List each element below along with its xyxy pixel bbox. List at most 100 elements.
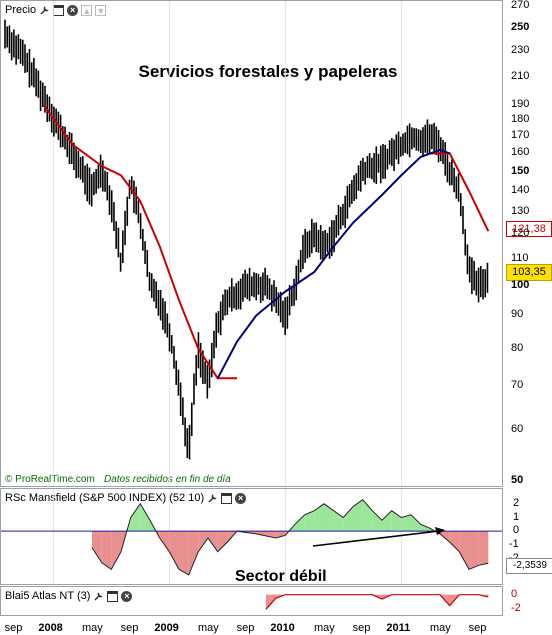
rsc-area-segment: [237, 531, 257, 534]
price-tick-label: 170: [511, 129, 530, 142]
rsc-area-segment: [304, 510, 315, 532]
atlas-tick-label: 0: [511, 587, 518, 600]
rsc-area-segment: [285, 531, 289, 536]
rsc-area-segment: [101, 531, 112, 570]
x-tick-label: may: [198, 622, 219, 634]
rsc-area-segment: [420, 524, 431, 532]
rsc-tick-label: -2: [509, 552, 519, 564]
rsc-area-segment: [208, 531, 218, 552]
price-tick-label: 120: [511, 227, 530, 240]
price-tick-label: 250: [511, 20, 530, 33]
rsc-area-segment: [459, 531, 469, 570]
wrench-icon[interactable]: [39, 5, 50, 16]
price-tick-label: 90: [511, 308, 524, 321]
rsc-area-segment: [469, 531, 479, 570]
price-tick-label: 190: [511, 97, 530, 110]
rsc-area-segment: [155, 531, 160, 538]
price-tick-label: 110: [511, 251, 529, 264]
rsc-area-segment: [169, 531, 179, 570]
rsc-area-segment: [343, 506, 353, 532]
footer-note: Datos recibidos en fin de día: [104, 474, 231, 485]
x-tick-label: 2010: [270, 622, 295, 634]
window-icon[interactable]: [221, 492, 233, 504]
rsc-area-segment: [188, 531, 199, 575]
rsc-area-segment: [159, 531, 170, 552]
atlas-tick-label: -2: [511, 602, 521, 615]
rsc-tick-label: 0: [513, 524, 520, 537]
price-tick-label: 80: [511, 341, 524, 354]
rsc-area-segment: [198, 531, 208, 552]
x-tick-label: sep: [4, 622, 23, 634]
rsc-area-segment: [111, 531, 121, 570]
rsc-area-segment: [179, 531, 189, 575]
rsc-tick-label: -1: [509, 537, 519, 550]
price-y-axis: 121,38 103,35 270 250 230 210 190 180 170 160 15…: [503, 0, 552, 487]
close-icon[interactable]: ×: [121, 590, 133, 602]
rsc-area-segment: [353, 499, 363, 532]
x-tick-label: 2009: [154, 622, 179, 634]
price-tick-label: 60: [511, 422, 524, 435]
arrow-up-icon[interactable]: ▲: [81, 4, 93, 16]
ma-long-line: [42, 104, 237, 380]
rsc-last-badge: -2,3539: [506, 558, 552, 574]
price-tick-label: 210: [511, 69, 530, 82]
x-tick-label: sep: [236, 622, 255, 634]
price-tick-label: 180: [511, 113, 530, 126]
rsc-area-segment: [275, 531, 286, 538]
price-tick-label: 140: [511, 183, 530, 196]
rsc-panel: RSc Mansfield (S&P 500 INDEX) (52 10) × …: [0, 488, 503, 585]
rsc-area-segment: [478, 531, 489, 566]
x-tick-label: 2011: [386, 622, 411, 634]
last-price-badge: 103,35: [506, 264, 552, 281]
rsc-line: [91, 499, 489, 576]
atlas-panel-header: Blai5 Atlas NT (3) ×: [5, 590, 133, 602]
price-series: [4, 19, 489, 460]
rsc-panel-title: RSc Mansfield (S&P 500 INDEX) (52 10): [5, 492, 205, 504]
rsc-area-segment: [295, 514, 305, 532]
price-tick-label: 270: [511, 0, 530, 11]
x-tick-label: sep: [468, 622, 487, 634]
price-tick-label: 130: [511, 204, 530, 217]
rsc-chart: Sector débil: [1, 489, 502, 584]
arrowhead-icon: [435, 527, 445, 535]
rsc-area-segment: [217, 531, 228, 552]
atlas-panel: Blai5 Atlas NT (3) ×: [0, 586, 503, 616]
rsc-annotation: Sector débil: [235, 568, 327, 584]
window-icon[interactable]: [107, 590, 119, 602]
x-tick-label: sep: [120, 622, 139, 634]
atlas-line: [265, 594, 489, 610]
rsc-area-segment: [140, 503, 150, 532]
x-axis: sep 2008 may sep 2009 may sep 2010 may sep 2011 may…: [0, 617, 552, 635]
price-panel-title: Precio: [5, 4, 37, 16]
rsc-area-segment: [314, 503, 324, 532]
price-tick-label: 100: [511, 278, 530, 291]
rsc-area-segment: [130, 503, 141, 532]
rsc-area-segment: [362, 499, 373, 532]
rsc-tick-label: 2: [513, 496, 520, 509]
x-tick-label: may: [82, 622, 103, 634]
price-tick-label: 230: [511, 44, 530, 57]
rsc-panel-header: RSc Mansfield (S&P 500 INDEX) (52 10) ×: [5, 492, 247, 504]
price-panel: Precio × ▲ ▼ Servicios forestales y pape…: [0, 0, 503, 487]
ma-long-line: [430, 152, 490, 232]
rsc-area-segment: [449, 531, 460, 552]
atlas-chart: [265, 594, 489, 610]
rsc-area-segment: [382, 510, 392, 532]
atlas-panel-title: Blai5 Atlas NT (3): [5, 590, 91, 602]
price-chart: Servicios forestales y papeleras © ProRe…: [4, 1, 490, 486]
wrench-icon[interactable]: [93, 591, 104, 602]
wrench-icon[interactable]: [207, 493, 218, 504]
x-tick-label: may: [314, 622, 335, 634]
ma-short-line: [216, 148, 451, 379]
price-tick-label: 160: [511, 146, 530, 159]
rsc-area-segment: [324, 503, 334, 532]
rsc-area-segment: [372, 510, 382, 532]
arrow-down-icon[interactable]: ▼: [95, 4, 107, 16]
close-icon[interactable]: ×: [235, 492, 247, 504]
rsc-area-segment: [92, 531, 102, 563]
close-icon[interactable]: ×: [67, 4, 79, 16]
rsc-area-segment: [121, 531, 127, 552]
rsc-area-segment: [411, 514, 421, 532]
price-tick-label: 50: [511, 474, 524, 486]
